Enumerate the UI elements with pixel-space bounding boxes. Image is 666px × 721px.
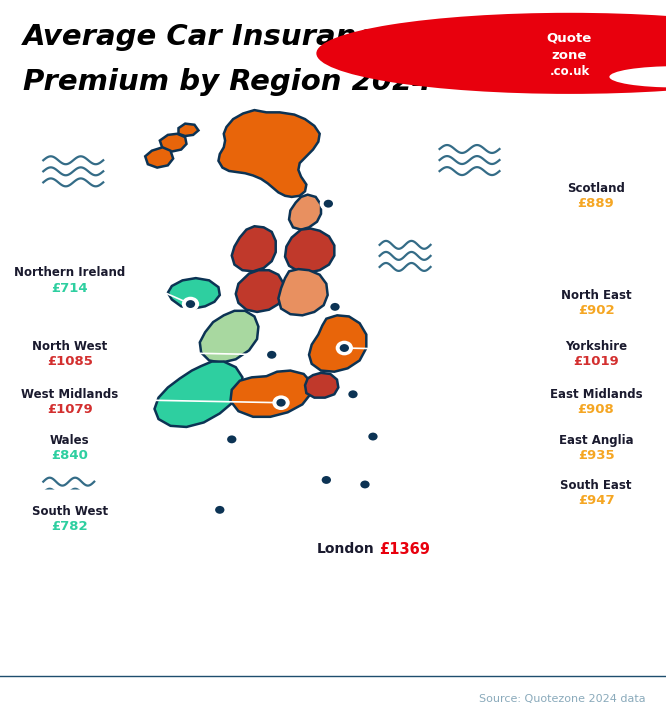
Polygon shape — [200, 311, 258, 363]
Circle shape — [360, 480, 370, 488]
Text: £714: £714 — [52, 282, 88, 295]
Circle shape — [326, 299, 344, 314]
Polygon shape — [278, 269, 328, 315]
Circle shape — [182, 297, 199, 311]
Text: £782: £782 — [52, 521, 88, 534]
Text: £902: £902 — [578, 304, 614, 317]
Circle shape — [356, 477, 374, 492]
FancyBboxPatch shape — [0, 418, 140, 474]
Text: East Midlands: East Midlands — [549, 388, 643, 401]
FancyBboxPatch shape — [268, 522, 458, 576]
Circle shape — [340, 344, 349, 352]
Text: North East: North East — [561, 289, 631, 302]
Polygon shape — [230, 371, 312, 417]
Polygon shape — [289, 195, 321, 229]
Text: Quotezone.co.uk: Quotezone.co.uk — [20, 691, 164, 707]
Polygon shape — [236, 270, 284, 312]
FancyBboxPatch shape — [0, 324, 140, 379]
Text: £908: £908 — [577, 403, 615, 416]
Circle shape — [322, 476, 331, 484]
Circle shape — [324, 200, 333, 208]
Polygon shape — [178, 123, 198, 136]
Text: Scotland: Scotland — [567, 182, 625, 195]
Polygon shape — [168, 278, 220, 309]
Text: Average Car Insurance: Average Car Insurance — [23, 24, 395, 51]
Text: North West: North West — [33, 340, 107, 353]
FancyBboxPatch shape — [526, 167, 666, 222]
Circle shape — [320, 196, 337, 211]
Text: Premium by Region 2024: Premium by Region 2024 — [23, 68, 433, 97]
Circle shape — [364, 429, 382, 444]
Text: £1079: £1079 — [47, 403, 93, 416]
FancyBboxPatch shape — [526, 324, 666, 379]
Circle shape — [316, 13, 666, 94]
Circle shape — [318, 473, 335, 487]
FancyBboxPatch shape — [0, 251, 140, 306]
Polygon shape — [285, 229, 334, 273]
FancyBboxPatch shape — [526, 464, 666, 519]
Text: South East: South East — [560, 479, 632, 492]
Circle shape — [211, 503, 228, 517]
Text: Wales: Wales — [50, 434, 90, 447]
Text: East Anglia: East Anglia — [559, 434, 633, 447]
Circle shape — [348, 390, 358, 398]
FancyBboxPatch shape — [0, 490, 140, 545]
Text: Source: Quotezone 2024 data: Source: Quotezone 2024 data — [480, 694, 646, 704]
Polygon shape — [145, 147, 173, 167]
Circle shape — [276, 399, 286, 407]
Polygon shape — [305, 373, 338, 398]
Text: Quote: Quote — [547, 32, 592, 45]
Circle shape — [336, 341, 353, 355]
FancyBboxPatch shape — [526, 372, 666, 428]
Text: .co.uk: .co.uk — [549, 65, 589, 78]
Circle shape — [223, 432, 240, 447]
Polygon shape — [218, 110, 320, 197]
Text: £1085: £1085 — [47, 355, 93, 368]
Text: £840: £840 — [51, 449, 89, 462]
Text: £947: £947 — [578, 495, 614, 508]
Circle shape — [186, 300, 195, 308]
Text: West Midlands: West Midlands — [21, 388, 119, 401]
Circle shape — [330, 303, 340, 311]
Text: £935: £935 — [578, 449, 614, 462]
Polygon shape — [155, 361, 242, 427]
Polygon shape — [232, 226, 276, 271]
Text: zone: zone — [551, 49, 587, 62]
Text: Yorkshire: Yorkshire — [565, 340, 627, 353]
Circle shape — [267, 351, 276, 359]
Text: South West: South West — [32, 505, 108, 518]
Circle shape — [609, 66, 666, 87]
FancyBboxPatch shape — [526, 273, 666, 329]
Circle shape — [368, 433, 378, 441]
Text: £1019: £1019 — [573, 355, 619, 368]
Text: Northern Ireland: Northern Ireland — [14, 267, 126, 280]
Polygon shape — [160, 134, 186, 152]
Circle shape — [215, 506, 224, 514]
FancyBboxPatch shape — [0, 372, 140, 428]
Polygon shape — [309, 315, 366, 372]
Text: £889: £889 — [577, 198, 615, 211]
Text: London: London — [316, 542, 374, 557]
Circle shape — [263, 348, 280, 362]
FancyBboxPatch shape — [526, 418, 666, 474]
Circle shape — [344, 387, 362, 402]
Text: £1369: £1369 — [380, 541, 430, 557]
Circle shape — [272, 395, 290, 410]
Circle shape — [227, 435, 236, 443]
